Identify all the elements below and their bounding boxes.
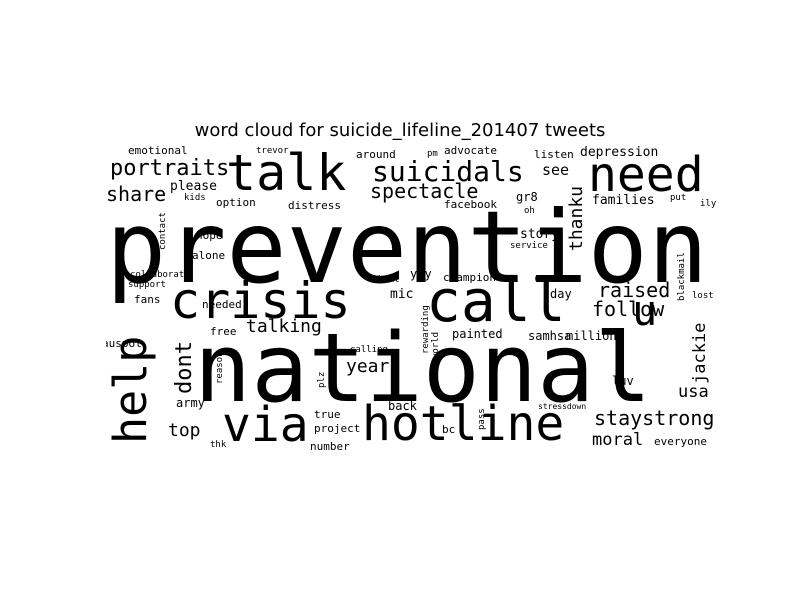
word-alone: alone (192, 249, 226, 262)
word-free: free (210, 325, 237, 338)
word-crisis: crisis (170, 272, 351, 330)
word-dont: dont (172, 341, 197, 394)
word-listen: listen (534, 148, 574, 161)
word-million: million (566, 329, 617, 343)
word-national: national (194, 314, 652, 424)
word-need: need (588, 147, 704, 203)
word-lost: lost (692, 291, 714, 301)
word-share: share (106, 182, 167, 206)
word-project: project (314, 422, 361, 435)
word-help: help (106, 335, 157, 444)
word-prevention: prevention (106, 189, 709, 306)
word-raised: raised (598, 278, 671, 302)
word-luv: luv (612, 374, 634, 388)
word-emotional: emotional (128, 146, 188, 157)
word-back: back (388, 399, 417, 413)
word-advocate: advocate (444, 146, 497, 157)
word-calling: calling (350, 345, 388, 355)
word-mic: mic (390, 287, 414, 302)
word-oh: oh (524, 206, 535, 216)
word-u: u (632, 286, 658, 335)
word-moral: moral (592, 430, 644, 450)
word-everyone: everyone (654, 435, 707, 448)
word-blackmail: blackmail (677, 252, 687, 301)
word-collaborate: collaborate (130, 270, 190, 280)
word-auspol: auspol (106, 337, 142, 350)
word-yay: yay (410, 267, 432, 281)
word-plz: plz (317, 371, 327, 388)
word-kids: kids (184, 193, 206, 203)
word-please: please (170, 179, 217, 194)
word-story: story (520, 227, 560, 242)
word-via: via (222, 397, 309, 453)
word-number: number (310, 440, 350, 453)
word-thanku: thanku (566, 185, 587, 251)
word-stressdown: stressdown (538, 402, 587, 411)
word-pass: pass (477, 408, 487, 430)
word-thk: thk (210, 440, 227, 450)
word-hope: hope (196, 229, 223, 242)
word-day: day (550, 287, 572, 301)
word-samhsa: samhsa (528, 329, 572, 343)
word-support: support (128, 280, 166, 290)
word-talk: talk (226, 146, 347, 202)
word-service: service (510, 241, 548, 251)
word-option: option (216, 196, 256, 209)
word-bc: bc (442, 423, 456, 436)
word-facebook: facebook (444, 198, 497, 211)
word-needed: needed (202, 298, 242, 311)
word-depression: depression (580, 146, 659, 160)
word-suicidals: suicidals (372, 155, 524, 188)
word-painted: painted (452, 327, 503, 341)
word-distress: distress (288, 199, 341, 212)
word-pm: pm (427, 149, 438, 159)
word-rewarding: rewarding (421, 305, 431, 354)
word-hotline: hotline (362, 396, 565, 452)
word-contact: contact (158, 212, 168, 250)
word-talking: talking (246, 316, 322, 337)
word-trevor: trevor (256, 146, 289, 156)
word-reason: reason (215, 351, 225, 384)
word-portraits: portraits (110, 156, 230, 181)
word-usa: usa (678, 382, 709, 402)
word-cloud: prevention national call crisis talk hotline n… (106, 146, 718, 456)
word-put: put (670, 193, 687, 203)
word-top: top (168, 420, 201, 441)
word-gr8: gr8 (516, 190, 538, 204)
word-year: year (346, 356, 390, 377)
word-ily: ily (700, 199, 717, 209)
word-world: world (431, 331, 441, 359)
word-fans: fans (134, 293, 161, 306)
word-heat: heat (378, 275, 400, 285)
word-families: families (592, 193, 655, 208)
page-title: word cloud for suicide_lifeline_201407 t… (194, 120, 606, 141)
word-true: true (314, 408, 341, 421)
word-follow: follow (592, 297, 665, 321)
word-call: call (426, 267, 566, 335)
word-around: around (356, 148, 396, 161)
word-jackie: jackie (690, 322, 710, 384)
word-army: army (176, 396, 205, 410)
word-staystrong: staystrong (594, 406, 715, 430)
word-champion: champion (443, 271, 496, 284)
word-spectacle: spectacle (370, 179, 479, 203)
word-see: see (542, 161, 570, 179)
